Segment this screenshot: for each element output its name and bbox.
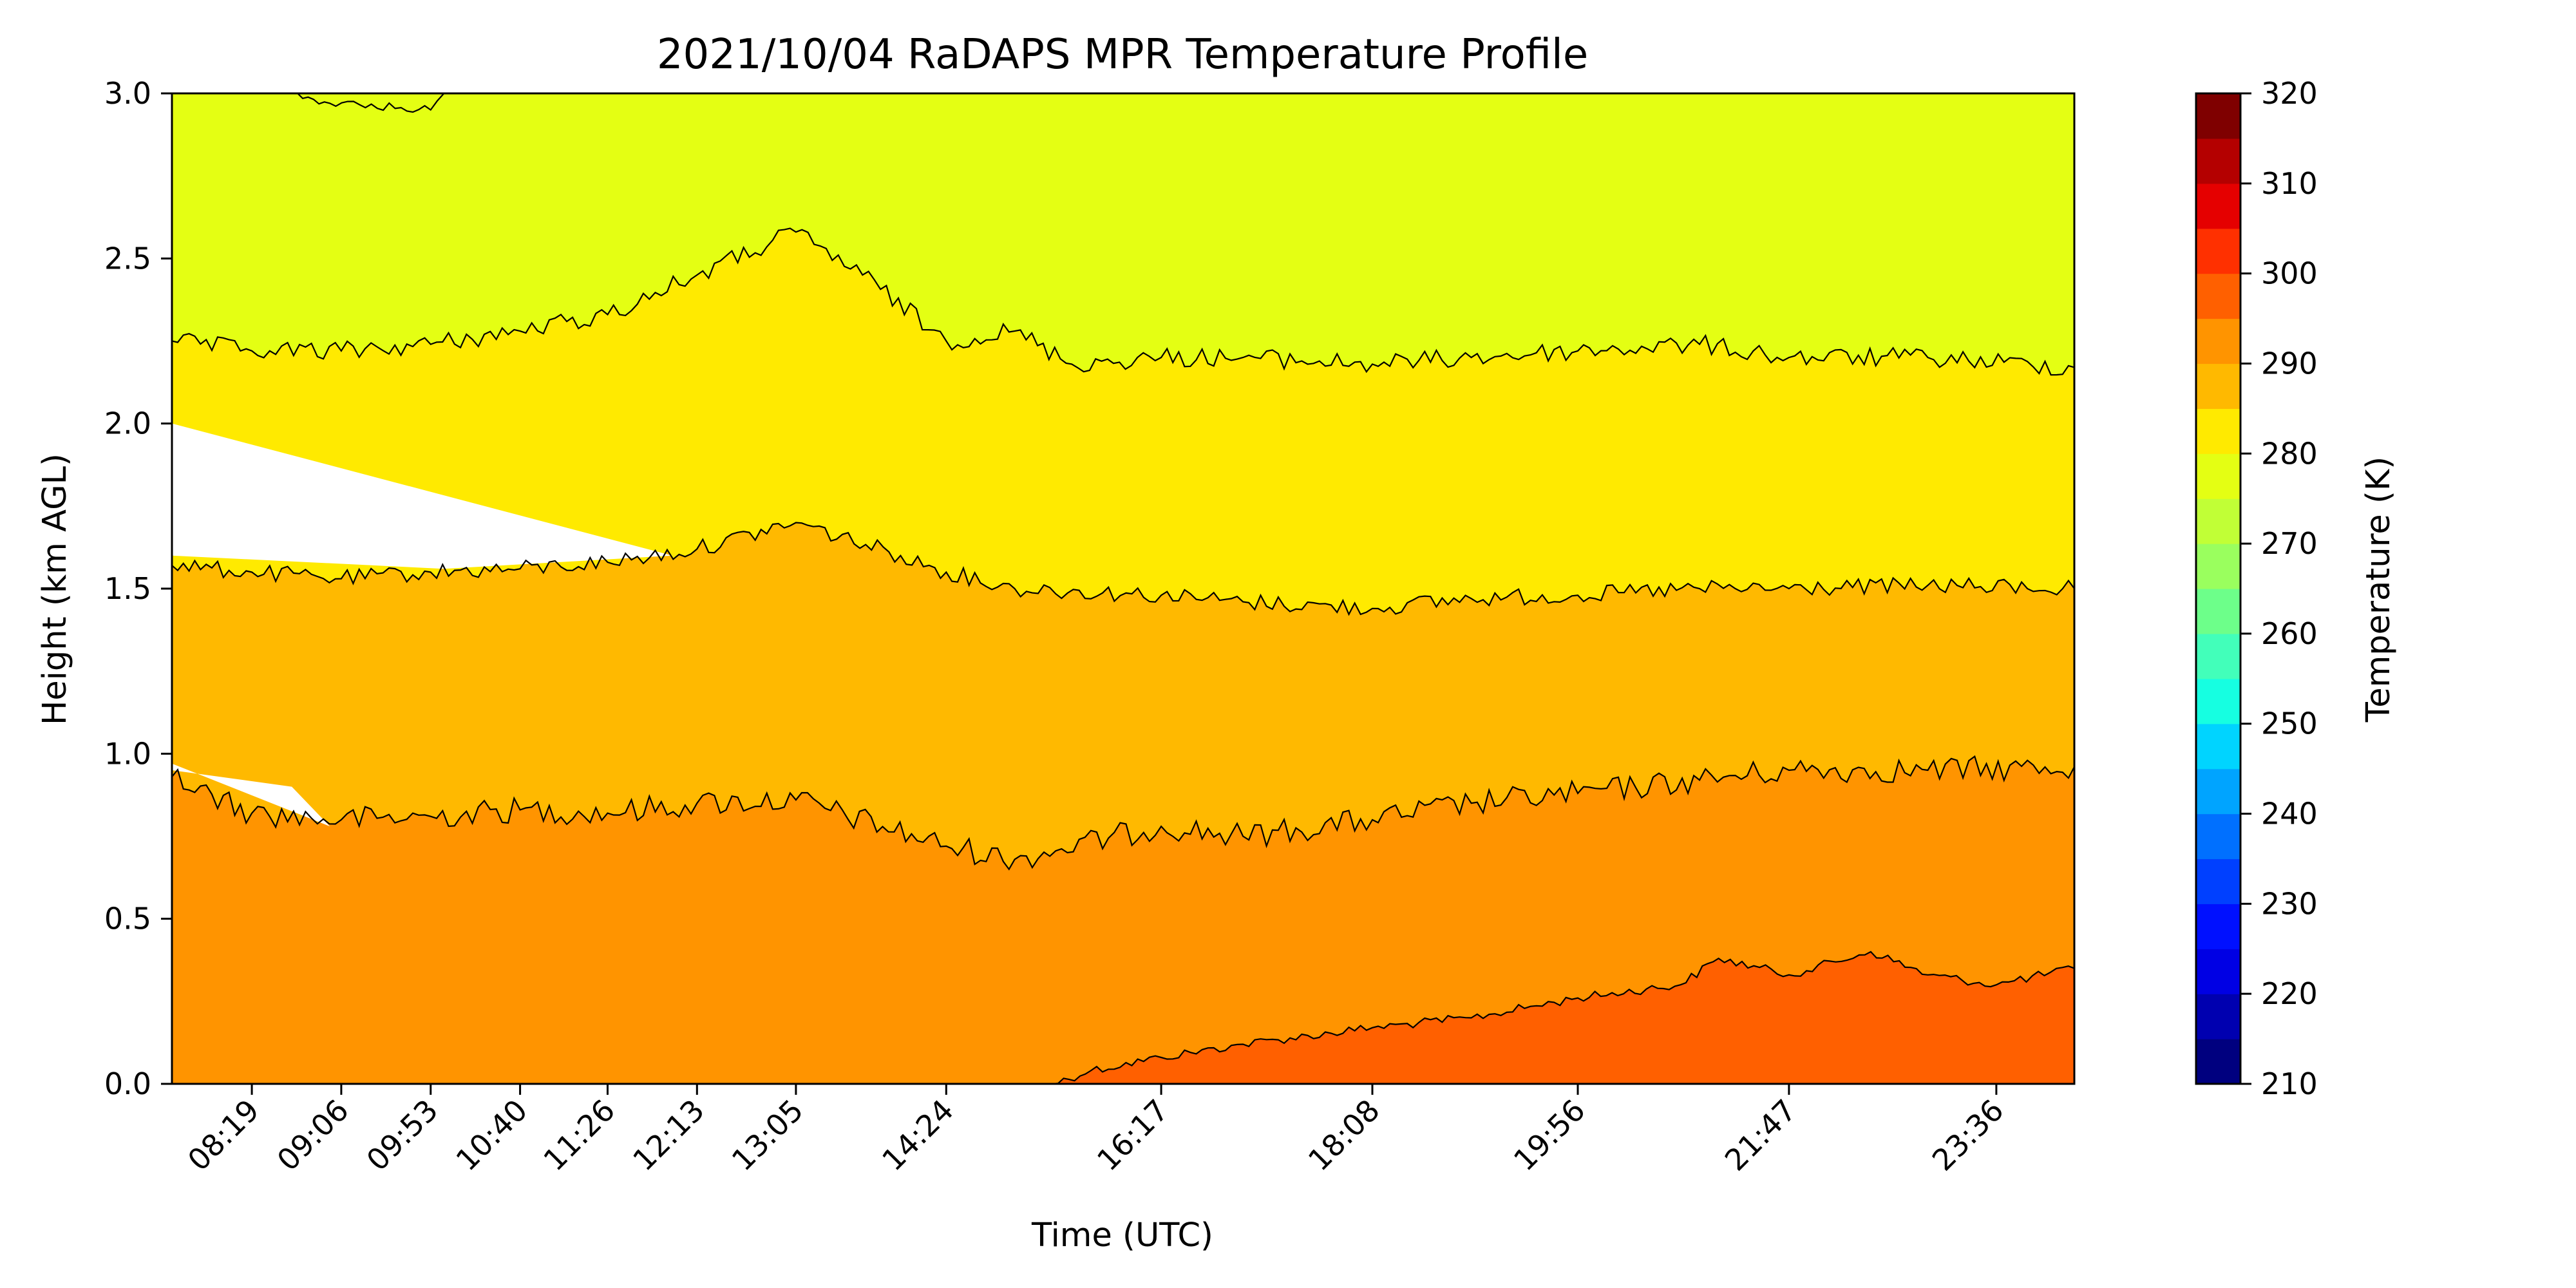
colorbar-segment [2196,498,2240,544]
colorbar-tick-label: 210 [2261,1066,2318,1101]
x-axis: 08:19 09:06 09:53 10:40 11:26 12:13 13:05 14:24… [181,1084,2011,1178]
contour-285-k [172,227,2074,376]
colorbar-tick-label: 310 [2261,166,2318,201]
colorbar-segment [2196,589,2240,634]
colorbar-frame [2195,92,2242,1085]
colorbar-segment [2196,813,2240,860]
colorbar-tick-label: 220 [2261,976,2318,1011]
colorbar-segment [2196,273,2240,319]
x-tick-label: 12:13 [626,1093,711,1178]
x-tick-label: 14:24 [875,1093,960,1178]
colorbar-segment [2196,768,2240,815]
missing-data-region [172,423,672,569]
contour-300-k [1052,951,2074,1084]
y-tick-label: 0.5 [104,902,151,936]
missing-data-region-low [172,763,330,827]
plot-area [172,93,2074,1084]
colorbar-segment [2196,723,2240,770]
colorbar-segment [2196,678,2240,724]
contour-lines [172,93,2074,1084]
y-tick-label: 2.0 [104,406,151,441]
x-tick-label: 10:40 [449,1093,534,1178]
y-axis-title: Height (km AGL) [36,453,74,725]
colorbar-segment [2196,228,2240,274]
colorbar-segment [2196,544,2240,589]
colorbar-segment [2196,318,2240,365]
colorbar-segment [2196,994,2240,1039]
band-295-300 [1052,951,2074,1084]
x-tick-label: 18:08 [1302,1093,1387,1178]
colorbar-tick-label: 300 [2261,256,2318,291]
x-tick-label: 09:53 [360,1093,445,1178]
contour-290-k [172,522,2074,616]
colorbar-segment [2196,408,2240,454]
colorbar-segment [2196,183,2240,229]
colorbar-segment [2196,904,2240,949]
colorbar-tick-label: 290 [2261,346,2318,381]
colorbar-segment [2196,363,2240,409]
colorbar-tick-label: 230 [2261,886,2318,921]
x-tick-label: 21:47 [1718,1093,1803,1178]
y-tick-label: 0.0 [104,1066,151,1101]
colorbar-tick-label: 250 [2261,706,2318,741]
x-tick-label: 16:17 [1090,1093,1175,1178]
colorbar-segment [2196,858,2240,904]
x-tick-label: 09:06 [270,1093,355,1178]
colorbar-segment [2196,949,2240,994]
colorbar-segment [2196,453,2240,499]
y-axis: 0.0 0.5 1.0 1.5 2.0 2.5 3.0 [104,76,172,1101]
y-tick-label: 3.0 [104,76,151,111]
colorbar-segment [2196,93,2240,139]
colorbar-tick-label: 260 [2261,616,2318,651]
colorbar-tick-label: 240 [2261,797,2318,831]
y-tick-label: 1.0 [104,736,151,771]
x-tick-label: 19:56 [1507,1093,1592,1178]
contour-295-k [172,755,2074,871]
x-tick-label: 13:05 [725,1093,810,1178]
colorbar-tick-label: 270 [2261,526,2318,561]
colorbar-tick-label: 320 [2261,76,2318,111]
x-tick-label: 23:36 [1926,1093,2011,1178]
colorbar-segment [2196,138,2240,184]
colorbar: 210 220 230 240 250 260 270 280 290 300 310 320 [2195,76,2318,1101]
x-tick-label: 11:26 [536,1093,621,1178]
chart-title: 2021/10/04 RaDAPS MPR Temperature Profil… [657,31,1588,79]
colorbar-segment [2196,633,2240,679]
contour-280-k [292,93,445,113]
colorbar-tick-label: 280 [2261,436,2318,471]
colorbar-title: Temperature (K) [2360,457,2398,723]
x-tick-label: 08:19 [181,1093,266,1178]
x-axis-title: Time (UTC) [1031,1217,1213,1255]
y-tick-label: 1.5 [104,571,151,606]
colorbar-segment [2196,1039,2240,1084]
y-tick-label: 2.5 [104,241,151,276]
